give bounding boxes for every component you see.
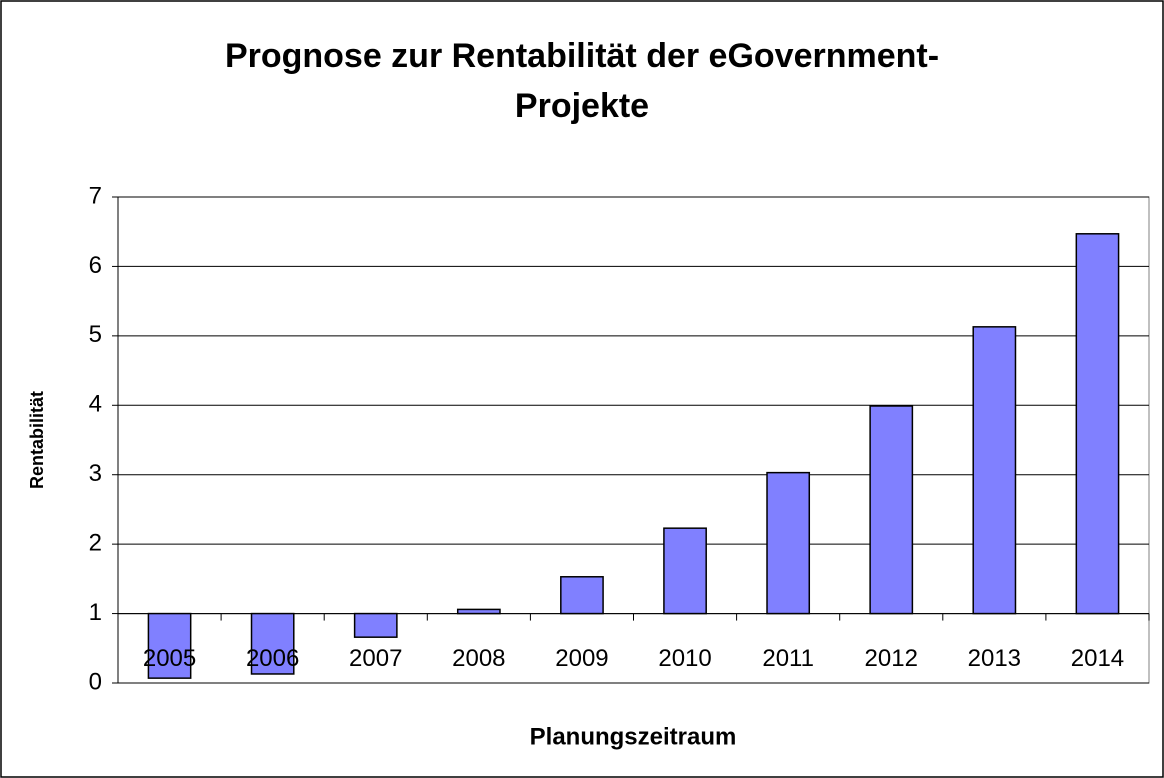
bar [560,576,604,615]
x-tick-label: 2010 [658,645,711,672]
x-tick-label: 2008 [452,645,505,672]
x-tick-label: 2009 [555,645,608,672]
x-tick-label: 2011 [762,645,814,672]
bar [766,471,811,615]
x-axis-label: Planungszeitraum [530,723,737,750]
bar [147,612,192,679]
y-axis-label: Rentabilität [27,391,47,489]
chart-title: Prognose zur Rentabilität der eGovernmen… [225,37,939,75]
x-tick-label: 2013 [968,645,1021,672]
chart-title: Projekte [515,87,649,125]
y-tick-label: 6 [89,252,102,279]
bar [663,527,707,615]
bar [353,612,398,638]
x-tick-label: 2005 [143,645,196,672]
y-tick-label: 5 [89,321,102,348]
y-tick-label: 0 [89,668,102,695]
y-tick-label: 2 [89,529,102,556]
bar [972,326,1017,615]
y-tick-label: 7 [89,182,102,209]
y-tick-label: 3 [89,460,102,487]
bar [456,608,501,615]
bar [1075,233,1120,615]
y-tick-label: 4 [89,391,102,418]
bar [250,612,295,675]
bar [869,405,914,615]
x-tick-label: 2012 [865,645,918,672]
x-tick-label: 2014 [1071,645,1124,672]
x-tick-label: 2006 [246,645,299,672]
y-tick-label: 1 [89,599,102,626]
x-tick-label: 2007 [349,645,402,672]
